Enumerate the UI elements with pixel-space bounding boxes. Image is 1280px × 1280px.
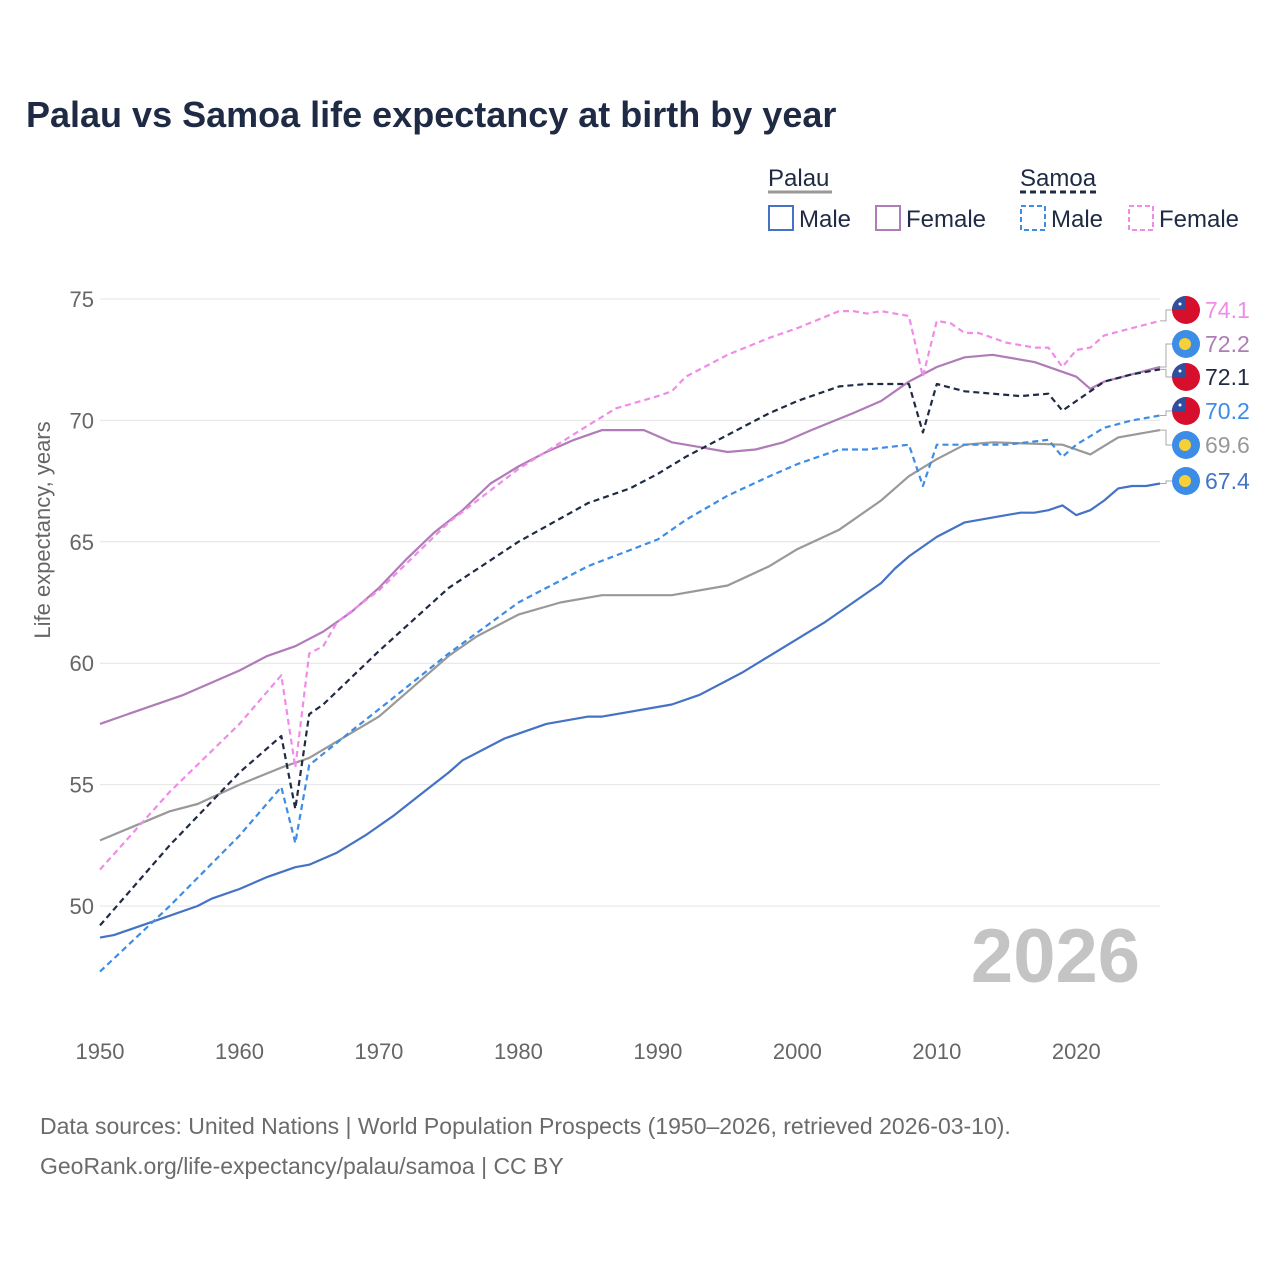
x-tick-label-1980: 1980	[494, 1039, 543, 1064]
y-tick-label-65: 65	[70, 530, 94, 555]
leader-line-samoa-female	[1160, 309, 1172, 322]
y-tick-label-55: 55	[70, 773, 94, 798]
legend-label-samoa-female: Female	[1159, 206, 1239, 233]
series-line-palau-female	[99, 353, 1161, 725]
series-line-palau-total	[99, 429, 1161, 842]
legend-label-samoa-male: Male	[1051, 206, 1103, 233]
x-axis-ticks: 1950 1960 1970 1980 1990 2000 2010 2020	[76, 1039, 1101, 1064]
end-label-samoa-female: 74.1	[1205, 297, 1250, 323]
x-tick-label-2010: 2010	[912, 1039, 961, 1064]
end-label-palau-total: 69.6	[1205, 432, 1250, 458]
leader-line-palau-total	[1160, 429, 1172, 446]
end-label-samoa-male: 70.2	[1205, 398, 1250, 424]
y-axis-label: Life expectancy, years	[30, 421, 55, 638]
palau-flag-moon	[1179, 338, 1191, 350]
end-label-samoa-total: 72.1	[1205, 364, 1250, 390]
x-tick-label-1990: 1990	[633, 1039, 682, 1064]
chart-title: Palau vs Samoa life expectancy at birth …	[26, 94, 837, 135]
legend-swatch-samoa-male	[1020, 205, 1046, 231]
leader-line-palau-male	[1160, 480, 1172, 484]
x-tick-label-2000: 2000	[773, 1039, 822, 1064]
series-line-samoa-male	[99, 414, 1161, 973]
leader-line-samoa-male	[1160, 410, 1172, 416]
end-labels: 74.1 72.2 72.1 70.2 69.6 67.4	[1160, 296, 1250, 495]
palau-flag-moon	[1179, 439, 1191, 451]
legend-swatch-palau-male	[768, 205, 794, 231]
source-line-1: Data sources: United Nations | World Pop…	[40, 1113, 1011, 1139]
series-line-samoa-female	[99, 310, 1161, 871]
legend-group-samoa: Samoa	[1020, 165, 1097, 192]
source-note: Data sources: United Nations | World Pop…	[40, 1106, 1011, 1186]
y-tick-label-50: 50	[70, 894, 94, 919]
grid-lines	[100, 298, 1160, 907]
legend-swatch-samoa-female	[1128, 205, 1154, 231]
legend-label-palau-female: Female	[906, 206, 986, 233]
series-line-palau-male	[99, 482, 1161, 939]
y-axis-ticks: 50 55 60 65 70 75	[70, 287, 94, 919]
x-tick-label-1950: 1950	[76, 1039, 125, 1064]
y-tick-label-75: 75	[70, 287, 94, 312]
y-tick-label-60: 60	[70, 651, 94, 676]
leader-line-samoa-total	[1160, 368, 1172, 378]
x-tick-label-1970: 1970	[354, 1039, 403, 1064]
chart-canvas: 50 55 60 65 70 75 1950 1960 1970 1980 1990 2000 201…	[30, 165, 1250, 1064]
palau-flag-moon	[1179, 475, 1191, 487]
year-watermark: 2026	[971, 914, 1140, 999]
source-line-2: GeoRank.org/life-expectancy/palau/samoa …	[40, 1153, 564, 1179]
legend-group-palau: Palau	[768, 165, 829, 192]
series-lines	[99, 310, 1161, 973]
samoa-flag-star	[1178, 403, 1182, 407]
leader-line-palau-female	[1160, 343, 1172, 368]
legend-swatch-palau-female	[875, 205, 901, 231]
x-tick-label-2020: 2020	[1052, 1039, 1101, 1064]
legend-label-palau-male: Male	[799, 206, 851, 233]
legend: Palau Male Female Samoa Male Female	[768, 165, 1239, 233]
series-line-samoa-total	[99, 368, 1161, 927]
x-tick-label-1960: 1960	[215, 1039, 264, 1064]
end-label-palau-female: 72.2	[1205, 331, 1250, 357]
samoa-flag-star	[1178, 302, 1182, 306]
end-label-palau-male: 67.4	[1205, 468, 1250, 494]
y-tick-label-70: 70	[70, 408, 94, 433]
samoa-flag-star	[1178, 369, 1182, 373]
